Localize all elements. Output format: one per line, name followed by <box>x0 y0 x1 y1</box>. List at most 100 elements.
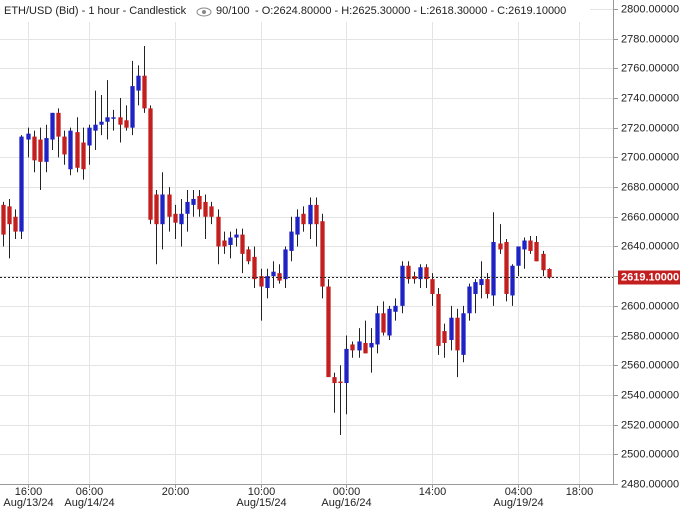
candle-body <box>62 136 67 155</box>
candle-body <box>350 344 355 351</box>
y-tick-label: 2760.00000 <box>621 62 679 74</box>
y-tick-label: 2640.00000 <box>621 240 679 252</box>
y-tick-label: 2580.00000 <box>621 330 679 342</box>
candle-body <box>32 136 37 161</box>
candle-body <box>19 136 24 232</box>
candle-body <box>504 242 509 294</box>
candle-body <box>173 213 178 223</box>
candle-body <box>87 127 92 146</box>
candle-body <box>522 240 527 250</box>
candle-body <box>105 117 110 122</box>
y-tick-label: 2700.00000 <box>621 151 679 163</box>
candle-body <box>154 194 159 225</box>
y-tick-label: 2560.00000 <box>621 359 679 371</box>
candle-body <box>277 273 282 281</box>
candle-body <box>271 271 276 277</box>
candle-body <box>491 242 496 296</box>
y-tick-label: 2680.00000 <box>621 181 679 193</box>
candle-body <box>338 381 343 384</box>
candle-body <box>26 133 31 140</box>
candle-body <box>228 237 233 245</box>
y-tick-label: 2800.00000 <box>621 3 679 15</box>
candle-body <box>160 194 165 225</box>
candle-body <box>375 313 380 345</box>
candle-body <box>455 317 460 351</box>
candle-body <box>203 201 208 217</box>
candle-body <box>130 86 135 128</box>
candle-body <box>387 308 392 336</box>
x-tick-label: 00:00 <box>333 486 361 498</box>
candle-body <box>406 265 411 280</box>
candle-body <box>308 204 313 225</box>
x-tick-date: Aug/15/24 <box>236 497 286 509</box>
header-symbol: ETH/USD (Bid) - 1 hour - Candlestick <box>4 5 187 17</box>
header-ohlc: - O:2624.80000 - H:2625.30000 - L:2618.3… <box>255 5 566 17</box>
y-tick-label: 2720.00000 <box>621 122 679 134</box>
candle-body <box>344 348 349 384</box>
x-tick-label: 16:00 <box>15 486 43 498</box>
candle-body <box>197 195 202 210</box>
candle-body <box>81 142 86 170</box>
candle-body <box>442 331 447 343</box>
candle-body <box>234 234 239 238</box>
candle-body <box>393 305 398 312</box>
x-tick-date: Aug/16/24 <box>321 497 371 509</box>
x-tick-label: 10:00 <box>248 486 276 498</box>
candle-body <box>449 317 454 340</box>
candle-body <box>209 206 214 217</box>
candle-body <box>246 249 251 262</box>
candle-body <box>412 276 417 280</box>
x-tick-label: 20:00 <box>162 486 190 498</box>
eye-icon[interactable] <box>196 7 212 17</box>
candle-body <box>240 234 245 254</box>
candle-body <box>332 377 337 384</box>
x-tick-date: Aug/13/24 <box>3 497 53 509</box>
candle-body <box>68 130 73 170</box>
candle-body <box>167 194 172 217</box>
last-price-box <box>618 270 680 285</box>
candle-body <box>479 279 484 286</box>
candle-body <box>547 269 552 278</box>
candles <box>0 46 613 436</box>
y-tick-label: 2500.00000 <box>621 448 679 460</box>
candle-body <box>485 279 490 294</box>
candle-body <box>216 216 221 247</box>
candle-body <box>498 243 503 250</box>
candle-body <box>56 112 61 137</box>
candle-body <box>534 242 539 262</box>
candle-body <box>99 121 104 125</box>
candle-body <box>400 265 405 306</box>
header-count: 90/100 <box>216 5 250 17</box>
candle-body <box>528 240 533 251</box>
candle-body <box>381 313 386 333</box>
candle-body <box>326 286 331 378</box>
candle-body <box>1 204 6 235</box>
candle-body <box>467 286 472 314</box>
candle-body <box>38 139 43 162</box>
candle-body <box>75 132 80 168</box>
x-tick-label: 04:00 <box>505 486 533 498</box>
x-tick-date: Aug/14/24 <box>64 497 114 509</box>
candle-body <box>185 201 190 214</box>
candle-body <box>301 213 306 225</box>
candle-body <box>148 108 153 220</box>
candle-body <box>7 206 12 225</box>
candle-body <box>191 198 196 205</box>
y-tick-label: 2740.00000 <box>621 92 679 104</box>
candle-body <box>222 240 227 247</box>
candle-body <box>259 276 264 287</box>
x-tick-label: 18:00 <box>566 486 594 498</box>
header-bg <box>0 0 590 22</box>
candle-body <box>314 204 319 225</box>
candle-body <box>283 249 288 280</box>
candle-body <box>50 112 55 140</box>
x-tick-label: 06:00 <box>76 486 104 498</box>
candle-body <box>516 246 521 266</box>
y-tick-label: 2600.00000 <box>621 300 679 312</box>
candle-body <box>289 231 294 251</box>
y-tick-label: 2520.00000 <box>621 419 679 431</box>
y-tick-label: 2540.00000 <box>621 389 679 401</box>
candle-body <box>136 75 141 91</box>
candle-body <box>93 124 98 131</box>
